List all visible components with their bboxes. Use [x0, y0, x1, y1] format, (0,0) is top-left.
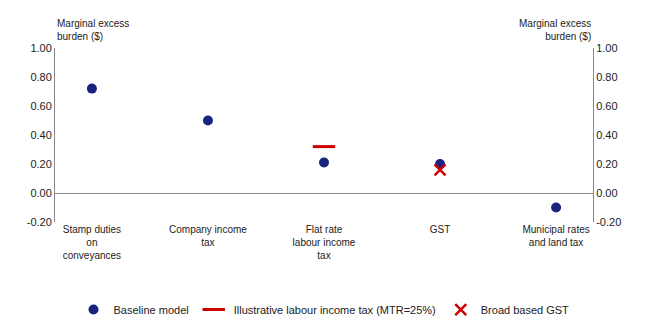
- svg-text:GST: GST: [430, 224, 451, 235]
- svg-text:0.00: 0.00: [596, 187, 617, 199]
- svg-text:Flat ratelabour incometax: Flat ratelabour incometax: [293, 224, 356, 261]
- svg-text:-0.20: -0.20: [596, 216, 621, 228]
- svg-text:0.80: 0.80: [30, 71, 51, 83]
- svg-text:1.00: 1.00: [596, 42, 617, 54]
- svg-text:0.40: 0.40: [30, 129, 51, 141]
- svg-text:0.80: 0.80: [596, 71, 617, 83]
- svg-text:0.40: 0.40: [596, 129, 617, 141]
- svg-text:0.60: 0.60: [596, 100, 617, 112]
- svg-text:0.20: 0.20: [596, 158, 617, 170]
- svg-text:Marginal excessburden ($): Marginal excessburden ($): [57, 18, 129, 42]
- svg-text:Stamp dutiesonconveyances: Stamp dutiesonconveyances: [63, 224, 121, 261]
- svg-text:1.00: 1.00: [30, 42, 51, 54]
- svg-text:Municipal ratesand land tax: Municipal ratesand land tax: [522, 224, 589, 248]
- svg-text:0.20: 0.20: [30, 158, 51, 170]
- svg-text:-0.20: -0.20: [27, 216, 52, 228]
- svg-text:Baseline model: Baseline model: [114, 304, 189, 316]
- svg-text:Marginal excessburden ($): Marginal excessburden ($): [519, 18, 591, 42]
- svg-text:0.00: 0.00: [30, 187, 51, 199]
- svg-text:0.60: 0.60: [30, 100, 51, 112]
- svg-text:Illustrative labour income tax: Illustrative labour income tax (MTR=25%): [234, 304, 436, 316]
- svg-text:Broad based GST: Broad based GST: [481, 304, 569, 316]
- svg-text:Company incometax: Company incometax: [169, 224, 247, 248]
